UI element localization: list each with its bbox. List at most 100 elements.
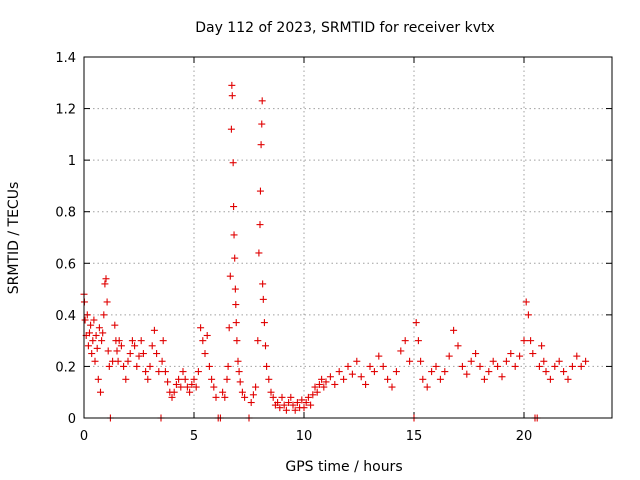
x-tick-label: 0: [80, 429, 88, 444]
data-point: [392, 368, 400, 376]
y-tick-label: 0: [68, 412, 76, 427]
data-point: [573, 352, 581, 360]
data-point: [194, 368, 202, 376]
data-point: [192, 383, 200, 391]
data-point: [432, 362, 440, 370]
data-point: [520, 337, 528, 345]
data-point: [94, 375, 102, 383]
data-point: [307, 401, 315, 409]
y-tick-label: 0.4: [55, 309, 76, 324]
data-point: [535, 362, 543, 370]
data-point: [507, 350, 515, 358]
data-point: [304, 393, 312, 401]
data-point: [309, 391, 317, 399]
data-point: [280, 401, 288, 409]
data-point: [190, 375, 198, 383]
data-point: [259, 280, 267, 288]
data-point: [177, 383, 185, 391]
data-point: [322, 378, 330, 386]
data-point: [357, 373, 365, 381]
data-point: [384, 375, 392, 383]
data-point: [320, 383, 328, 391]
data-point: [208, 375, 216, 383]
data-point: [258, 120, 266, 128]
data-point: [582, 357, 590, 365]
data-point: [131, 342, 139, 350]
data-point: [542, 368, 550, 376]
data-point: [315, 380, 323, 388]
data-point: [179, 368, 187, 376]
data-point: [522, 298, 530, 306]
data-point: [232, 301, 240, 309]
data-point: [285, 399, 293, 407]
data-point: [419, 375, 427, 383]
data-point: [219, 388, 227, 396]
data-point: [485, 368, 493, 376]
data-point: [199, 337, 207, 345]
data-point: [142, 368, 150, 376]
data-point: [115, 337, 123, 345]
data-point: [233, 337, 241, 345]
data-point: [99, 329, 107, 337]
data-point: [527, 337, 535, 345]
data-point: [370, 368, 378, 376]
y-tick-label: 0.6: [55, 257, 76, 272]
data-point: [300, 404, 308, 412]
data-point: [289, 401, 297, 409]
data-point: [401, 337, 409, 345]
data-points: [80, 81, 590, 422]
data-point: [90, 316, 98, 324]
x-axis-label: GPS time / hours: [285, 459, 402, 475]
data-point: [223, 375, 231, 383]
data-point: [148, 342, 156, 350]
data-point: [348, 370, 356, 378]
data-point: [111, 321, 119, 329]
data-point: [269, 393, 277, 401]
data-point: [276, 404, 284, 412]
data-point: [87, 321, 95, 329]
data-point: [412, 319, 420, 327]
data-point: [203, 331, 211, 339]
data-point: [139, 350, 147, 358]
data-point: [331, 380, 339, 388]
data-point: [104, 347, 112, 355]
data-point: [161, 368, 169, 376]
data-point: [258, 97, 266, 105]
data-point: [540, 357, 548, 365]
chart-title: Day 112 of 2023, SRMTID for receiver kvt…: [195, 20, 495, 36]
data-point: [241, 393, 249, 401]
x-tick-label: 20: [516, 429, 533, 444]
data-point: [502, 357, 510, 365]
data-point: [318, 375, 326, 383]
data-point: [228, 81, 236, 89]
data-point: [227, 125, 235, 133]
data-point: [516, 352, 524, 360]
data-point: [113, 347, 121, 355]
data-point: [229, 159, 237, 167]
data-point: [498, 373, 506, 381]
data-point: [91, 357, 99, 365]
data-point: [564, 375, 572, 383]
data-point: [445, 352, 453, 360]
data-point: [511, 362, 519, 370]
data-point: [153, 350, 161, 358]
tick-layer: 0 0.2 0.4 0.6 0.8 1 1.2 1.4 0 5 10 15 20: [55, 51, 612, 444]
data-point: [472, 350, 480, 358]
data-point: [137, 337, 145, 345]
data-point: [417, 357, 425, 365]
y-tick-label: 1.2: [55, 103, 76, 118]
data-point: [529, 350, 537, 358]
data-point: [114, 357, 122, 365]
data-point: [93, 344, 101, 352]
data-point: [353, 357, 361, 365]
data-point: [168, 393, 176, 401]
data-point: [494, 362, 502, 370]
data-point: [228, 92, 236, 100]
data-point: [201, 350, 209, 358]
data-point: [231, 254, 239, 262]
y-tick-label: 0.8: [55, 206, 76, 221]
data-point: [568, 362, 576, 370]
data-point: [480, 375, 488, 383]
x-tick-label: 15: [406, 429, 423, 444]
data-point: [249, 391, 257, 399]
